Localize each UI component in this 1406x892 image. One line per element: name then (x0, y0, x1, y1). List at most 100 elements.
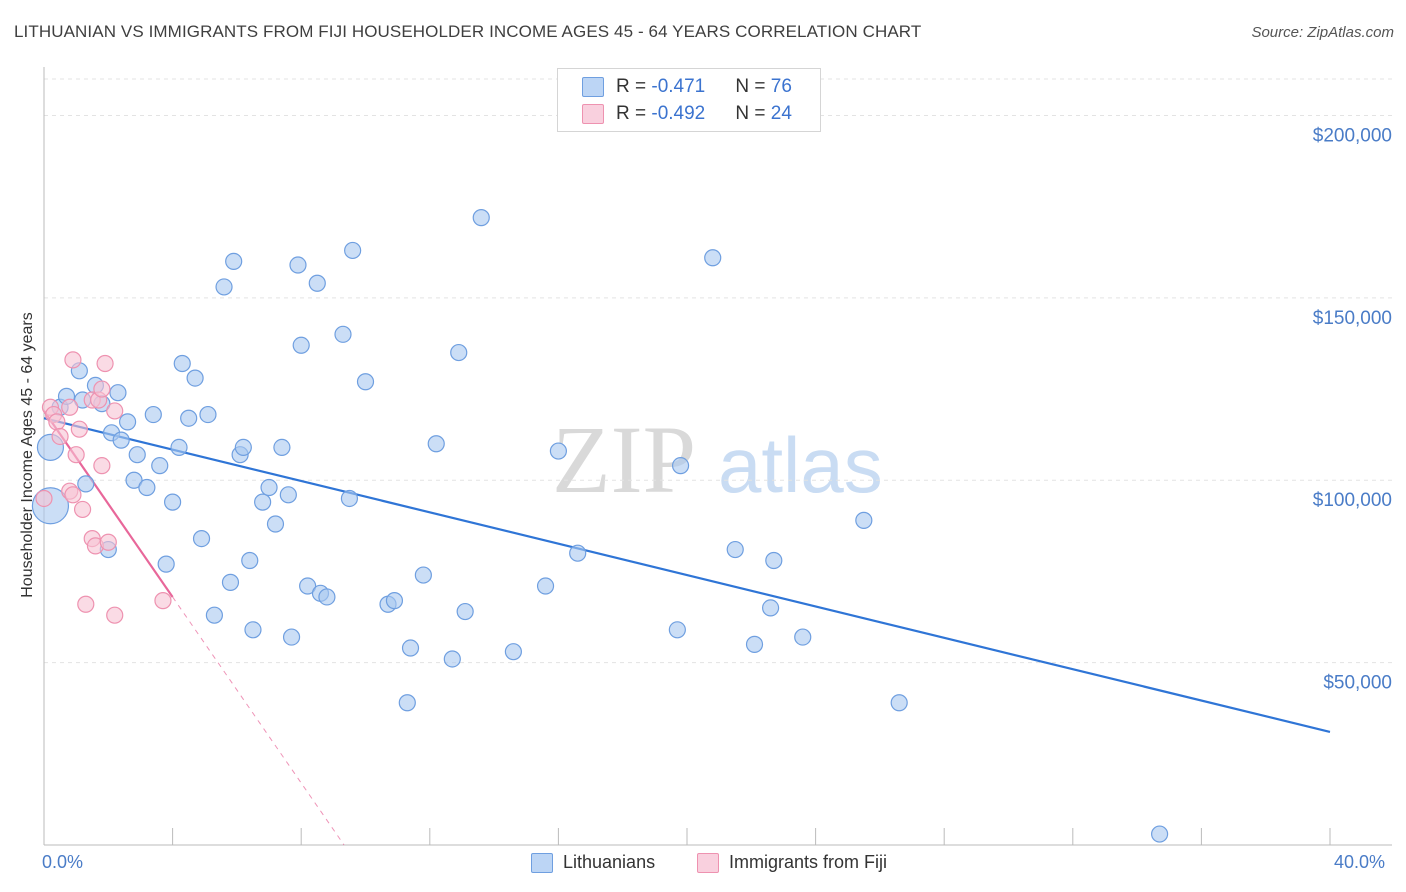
lithuanian-point (282, 628, 301, 646)
lithuanian-point (569, 544, 587, 562)
lithuanian-point (726, 540, 744, 559)
lithuanian-point (144, 405, 162, 424)
lithuanian-point (1151, 825, 1169, 843)
legend-n-value: 76 (770, 76, 792, 97)
lithuanian-point (340, 489, 359, 508)
fiji-point (51, 427, 69, 446)
lithuanian-point (668, 621, 686, 639)
fiji-trend-extension (172, 596, 345, 846)
y-tick-label: $50,000 (1323, 673, 1392, 694)
lithuanian-point (109, 384, 127, 402)
lithuanian-point (279, 486, 297, 504)
watermark-atlas: atlas (718, 421, 883, 509)
fiji-point (61, 398, 79, 416)
lithuanian-point (398, 694, 416, 712)
lithuanian-point (186, 369, 204, 387)
lithuanian-point (299, 577, 317, 595)
legend-r-label: R = (616, 103, 652, 124)
fiji-point (77, 595, 95, 613)
series-name: Immigrants from Fiji (729, 852, 888, 872)
lithuanian-point (273, 438, 291, 457)
lithuanian-point (118, 413, 137, 431)
fiji-point (154, 592, 172, 610)
lithuanian-point (266, 515, 285, 533)
lithuanian-point (138, 478, 156, 497)
lithuanian-point (472, 209, 490, 227)
legend-r-value: -0.471 (651, 76, 706, 97)
lithuanian-point (761, 599, 780, 617)
fiji-point (70, 420, 88, 438)
lithuanian-point (292, 336, 310, 354)
series-legend-fiji: Immigrants from Fiji (697, 852, 887, 873)
fiji-point (106, 402, 124, 420)
x-axis-min-label: 0.0% (42, 852, 84, 872)
fiji-point (48, 413, 66, 431)
lithuanian-point (765, 551, 783, 570)
lithuanian-point (385, 592, 404, 610)
lithuanian-point (77, 475, 95, 493)
series-swatch-blue (531, 852, 553, 873)
lithuanian-point (254, 493, 272, 511)
legend-row-lithuanians: R = -0.471 N = 76 (558, 74, 792, 100)
lithuanian-point (334, 325, 352, 343)
legend-n-value: 24 (770, 103, 792, 124)
lithuanian-point (192, 529, 211, 548)
lithuanian-point (241, 551, 259, 570)
series-name: Lithuanians (563, 852, 656, 872)
fiji-point (93, 380, 111, 398)
lithuanian-point (151, 457, 169, 475)
lithuanian-point (356, 373, 375, 391)
lithuanian-point (704, 249, 722, 267)
fiji-point (93, 457, 111, 475)
fiji-point (64, 351, 82, 369)
lithuanian-point (215, 278, 233, 296)
legend-n-label: N = (735, 76, 771, 97)
lithuanian-point (456, 602, 474, 621)
correlation-legend: R = -0.471 N = 76 R = -0.492 N = 24 (557, 68, 821, 132)
lithuanian-point (427, 435, 445, 453)
watermark: ZIP atlas (552, 406, 883, 513)
watermark-zip: ZIP (552, 406, 696, 513)
lithuanian-point (855, 511, 873, 529)
legend-swatch-pink (582, 104, 604, 124)
series-swatch-pink (697, 852, 719, 873)
fiji-point (99, 533, 117, 551)
lithuanian-point (450, 343, 468, 362)
lithuanian-point (234, 438, 252, 457)
lithuanian-point (205, 606, 223, 624)
lithuanian-point (745, 635, 764, 653)
y-tick-label: $100,000 (1313, 490, 1392, 511)
fiji-point (96, 354, 114, 373)
lithuanian-point (173, 354, 191, 373)
chart-title: LITHUANIAN VS IMMIGRANTS FROM FIJI HOUSE… (14, 22, 922, 41)
legend-n-label: N = (735, 103, 771, 124)
lithuanian-point (414, 566, 432, 584)
lithuanian-point (289, 256, 307, 274)
legend-r-value: -0.492 (651, 103, 706, 124)
lithuanian-point (890, 694, 908, 712)
fiji-point (35, 489, 53, 508)
fiji-point (64, 486, 82, 504)
lithuanian-point (549, 442, 568, 460)
lithuanian-point (112, 431, 130, 449)
lithuanian-point (199, 405, 217, 424)
series-legend-lithuanians: Lithuanians (531, 852, 655, 873)
y-tick-label: $150,000 (1313, 308, 1392, 329)
lithuanian-point (244, 621, 262, 639)
lithuanian-point (794, 628, 812, 646)
legend-swatch-blue (582, 77, 604, 97)
lithuanian-point (128, 446, 146, 464)
lithuanian-point (401, 639, 420, 657)
legend-row-fiji: R = -0.492 N = 24 (558, 101, 792, 127)
fiji-point (106, 606, 124, 624)
lithuanian-point (260, 478, 278, 497)
lithuanian-point (170, 438, 188, 457)
lithuanian-point (344, 241, 362, 260)
lithuanian-trend-line (43, 417, 1331, 733)
x-axis-max-label: 40.0% (1334, 852, 1386, 872)
fiji-point (73, 500, 92, 519)
lithuanian-point (157, 555, 175, 573)
lithuanian-point (180, 409, 198, 427)
lithuanian-point (225, 252, 243, 270)
source-credit: Source: ZipAtlas.com (1251, 24, 1394, 41)
